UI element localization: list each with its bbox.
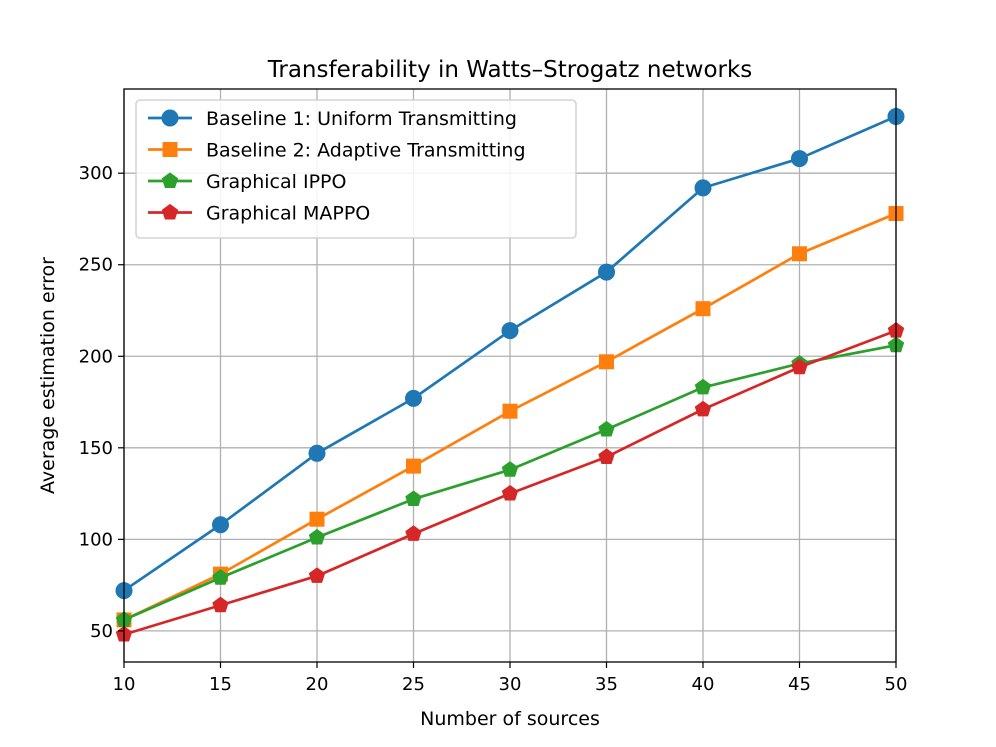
y-tick-label: 200 [79, 346, 113, 367]
y-tick-label: 100 [79, 529, 113, 550]
data-point [598, 448, 615, 464]
data-point [791, 358, 808, 375]
legend-item: Graphical MAPPO [148, 203, 370, 225]
x-tick-label: 30 [499, 674, 522, 695]
series-1 [115, 107, 905, 600]
x-tick-label: 20 [306, 674, 329, 695]
data-point [501, 484, 519, 501]
data-point [212, 596, 229, 613]
data-point [598, 420, 615, 437]
data-point [501, 322, 519, 340]
legend-marker [161, 109, 179, 127]
y-tick-label: 50 [90, 621, 113, 642]
data-point [694, 400, 712, 417]
legend-marker [161, 172, 179, 188]
data-point [405, 389, 422, 407]
legend-label: Baseline 2: Adaptive Transmitting [206, 140, 526, 162]
legend-label: Graphical IPPO [206, 171, 346, 193]
x-axis-title: Number of sources [420, 708, 600, 730]
series-2 [116, 205, 904, 628]
data-point [695, 301, 711, 317]
data-point [308, 528, 326, 545]
legend-box [135, 99, 577, 239]
legend-item: Graphical IPPO [148, 171, 346, 193]
data-point [308, 567, 326, 583]
data-point [792, 246, 807, 262]
legend-marker [162, 142, 178, 157]
data-point [309, 511, 325, 527]
chart-title: Transferability in Watts–Strogatz networ… [267, 57, 753, 83]
x-tick-label: 40 [692, 674, 715, 695]
x-tick-label: 50 [885, 674, 908, 695]
data-point [694, 179, 712, 197]
legend-label: Graphical MAPPO [206, 203, 370, 225]
x-tick-label: 10 [113, 674, 136, 695]
legend-label: Baseline 1: Uniform Transmitting [206, 108, 517, 130]
y-tick-label: 300 [79, 163, 113, 184]
data-point [694, 378, 712, 395]
legend-item: Baseline 1: Uniform Transmitting [148, 108, 517, 130]
x-tick-label: 15 [209, 674, 232, 695]
legend: Baseline 1: Uniform Transmitting Baseline… [135, 99, 577, 239]
axis-ticks: 10 15 20 25 30 35 40 45 50 50 100 150 200 250 300 [79, 163, 908, 695]
y-axis-title: Average estimation error [37, 257, 59, 494]
data-point [599, 354, 614, 370]
data-point [212, 569, 229, 585]
data-point [406, 458, 421, 474]
data-point [308, 444, 326, 462]
x-tick-label: 45 [788, 674, 811, 695]
data-point [791, 150, 808, 168]
x-tick-label: 35 [595, 674, 618, 695]
series-layer [115, 107, 905, 642]
y-tick-label: 150 [79, 438, 113, 459]
x-tick-label: 25 [402, 674, 425, 695]
legend-item: Baseline 2: Adaptive Transmitting [148, 140, 526, 162]
data-point [405, 525, 422, 541]
data-point [405, 490, 422, 507]
data-point [598, 263, 615, 281]
y-tick-label: 250 [79, 255, 113, 276]
data-point [502, 403, 518, 419]
data-point [501, 461, 519, 477]
legend-marker [161, 203, 179, 220]
series-4 [115, 322, 905, 642]
data-point [212, 516, 229, 534]
